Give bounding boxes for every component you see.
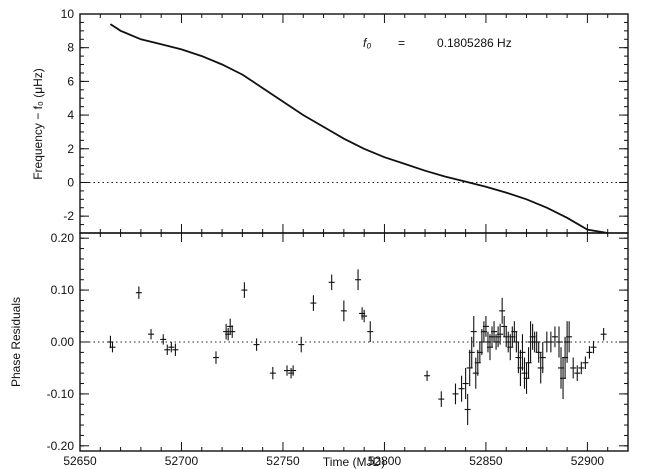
residual-point — [160, 334, 167, 345]
residual-point — [452, 383, 459, 405]
residual-point — [578, 361, 585, 375]
residual-point — [355, 269, 362, 291]
x-tick-label: 52750 — [266, 454, 300, 468]
residual-point — [229, 325, 236, 338]
residual-point — [340, 300, 347, 322]
f0-value: 0.1805286 Hz — [437, 36, 512, 50]
residual-point — [253, 338, 260, 351]
residuals-panel: -0.20-0.100.000.100.20 52650 52700 52750 52… — [9, 231, 629, 469]
x-tick-label: 52850 — [469, 454, 503, 468]
residual-point — [164, 344, 171, 355]
residual-point — [590, 340, 597, 354]
residual-point — [241, 282, 248, 298]
residual-point — [148, 329, 155, 340]
residual-point — [582, 356, 589, 369]
residual-point — [491, 321, 498, 342]
frequency-y-tick-label: 6 — [67, 74, 74, 88]
residual-point — [555, 326, 562, 358]
f0-equals: = — [398, 36, 405, 50]
residual-point — [499, 297, 506, 324]
residual-point — [212, 351, 219, 364]
residual-point — [462, 367, 469, 400]
x-tick-label: 52700 — [165, 454, 199, 468]
residuals-x-ticks: 52650 52700 52750 52800 52850 52900 — [63, 233, 629, 468]
residuals-y-axis-label: Phase Residuals — [9, 297, 23, 387]
residual-point — [424, 370, 431, 381]
residual-point — [298, 336, 305, 353]
frequency-curve — [109, 23, 608, 234]
frequency-y-tick-label: 2 — [67, 142, 74, 156]
residual-point — [470, 316, 477, 348]
residuals-y-tick-label: 0.10 — [51, 283, 75, 297]
residual-point — [458, 375, 465, 402]
residual-point — [566, 321, 573, 353]
residual-point — [586, 346, 593, 359]
residual-point — [519, 334, 526, 371]
residual-point — [600, 327, 607, 341]
residual-point — [310, 295, 317, 311]
residual-point — [570, 357, 577, 379]
residual-point — [135, 286, 142, 299]
residual-point — [361, 309, 368, 323]
frequency-y-tick-label: -2 — [63, 209, 74, 223]
frequency-y-axis-label: Frequency − f₀ (μHz) — [31, 68, 45, 180]
residual-point — [574, 365, 581, 381]
residual-point — [482, 316, 489, 337]
frequency-y-tick-label: 0 — [67, 175, 74, 189]
residual-point — [367, 321, 374, 342]
frequency-y-tick-label: 4 — [67, 108, 74, 122]
residuals-y-tick-label: -0.20 — [47, 439, 75, 453]
frequency-y-ticks: -2 0 2 4 6 8 10 — [61, 7, 628, 234]
residual-point — [539, 342, 546, 374]
residual-point — [547, 331, 554, 353]
residual-point — [284, 365, 291, 376]
residual-point — [168, 342, 175, 353]
frequency-panel-frame — [79, 13, 629, 234]
x-tick-label: 52650 — [63, 454, 97, 468]
frequency-y-tick-label: 10 — [61, 7, 75, 21]
residual-point — [328, 274, 335, 291]
frequency-y-tick-label: 8 — [67, 41, 74, 55]
residuals-y-tick-label: -0.10 — [47, 387, 75, 401]
residuals-y-ticks: -0.20 -0.10 0.00 0.10 0.20 — [47, 231, 628, 453]
residual-point — [290, 365, 297, 376]
residuals-y-tick-label: 0.00 — [51, 335, 75, 349]
residual-point — [438, 391, 445, 407]
residual-point — [497, 323, 504, 345]
f0-symbol: f₀ — [363, 36, 371, 50]
residual-point — [269, 366, 276, 380]
residual-point — [468, 336, 475, 368]
residual-point — [172, 343, 179, 357]
residual-point — [464, 393, 471, 426]
frequency-panel: -2 0 2 4 6 8 10 Frequency − f₀ (μHz) f₀ = 0.18… — [31, 7, 629, 234]
residuals-y-tick-label: 0.20 — [51, 231, 75, 245]
f0-annotation: f₀ = 0.1805286 Hz — [363, 36, 512, 50]
residual-point — [551, 326, 558, 348]
residual-points — [107, 269, 607, 426]
x-tick-label: 52800 — [368, 454, 402, 468]
x-axis-label: Time (MJD) — [323, 455, 385, 469]
x-tick-label: 52900 — [571, 454, 605, 468]
residual-point — [109, 342, 116, 353]
frequency-x-ticks — [79, 14, 629, 233]
